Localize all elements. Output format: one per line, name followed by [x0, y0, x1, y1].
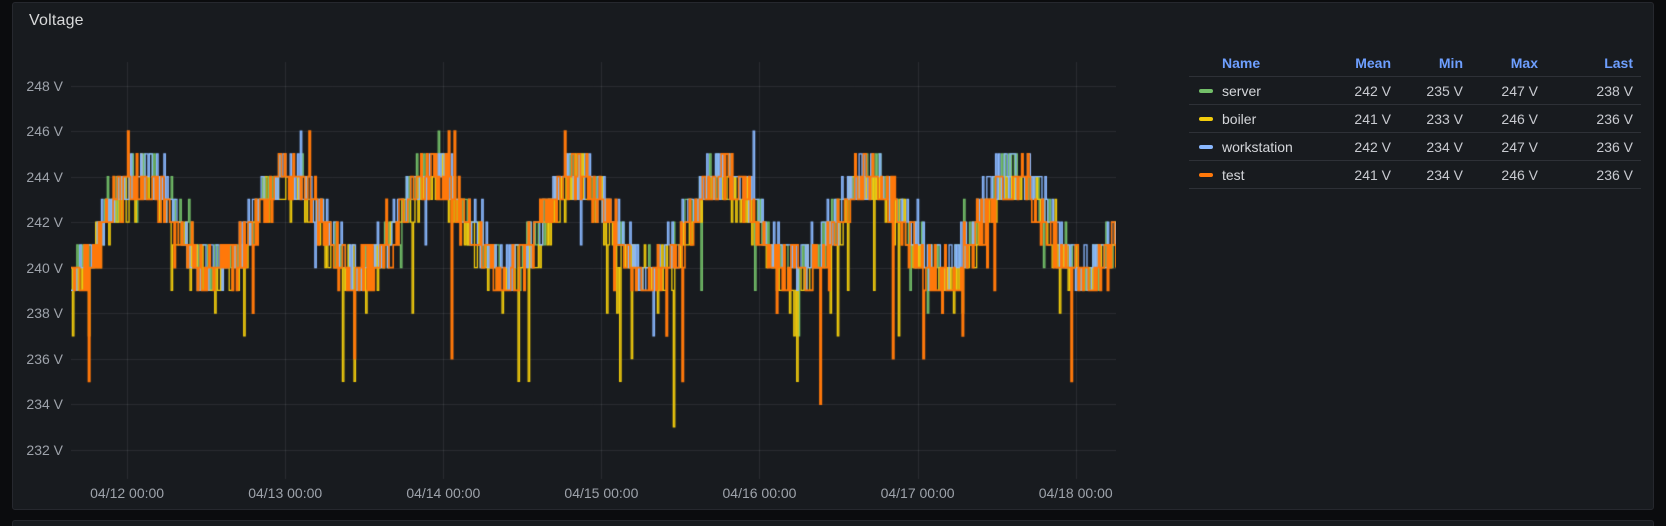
time-series-chart[interactable] [71, 56, 1116, 486]
voltage-panel: Voltage 248 V 246 V 244 V 242 V 240 V 238 V 23… [12, 2, 1654, 510]
legend-value-mean: 242 V [1354, 138, 1391, 155]
legend-row-server: server 242 V 235 V 247 V 238 V [1189, 77, 1641, 105]
legend-value-mean: 242 V [1354, 82, 1391, 99]
x-tick-label: 04/18 00:00 [1038, 485, 1113, 501]
y-tick-label: 248 V [26, 77, 63, 94]
y-tick-label: 238 V [26, 305, 63, 322]
legend-table: Name Mean Min Max Last server 242 V 235 V 247 V 2… [1189, 49, 1641, 189]
y-tick-label: 234 V [26, 396, 63, 413]
legend-value-last: 236 V [1596, 138, 1633, 155]
legend-value-min: 235 V [1426, 82, 1463, 99]
legend-row-workstation: workstation 242 V 234 V 247 V 236 V [1189, 133, 1641, 161]
x-tick-label: 04/13 00:00 [248, 485, 323, 501]
series-color-swatch-icon[interactable] [1199, 172, 1213, 177]
series-name-label[interactable]: server [1222, 82, 1261, 99]
legend-header-max[interactable]: Max [1510, 54, 1538, 71]
legend-value-mean: 241 V [1354, 110, 1391, 127]
series-color-swatch-icon[interactable] [1199, 116, 1213, 121]
legend-value-min: 233 V [1426, 110, 1463, 127]
legend-header-row: Name Mean Min Max Last [1189, 49, 1641, 77]
legend-row-test: test 241 V 234 V 246 V 236 V [1189, 161, 1641, 189]
x-tick-label: 04/12 00:00 [90, 485, 165, 501]
legend-value-mean: 241 V [1354, 166, 1391, 183]
y-tick-label: 236 V [26, 350, 63, 367]
legend-header-mean[interactable]: Mean [1355, 54, 1391, 71]
legend-header-min[interactable]: Min [1438, 54, 1463, 71]
series-name-label[interactable]: workstation [1222, 138, 1293, 155]
series-name-label[interactable]: test [1222, 166, 1245, 183]
legend-value-min: 234 V [1426, 138, 1463, 155]
legend-value-last: 236 V [1596, 110, 1633, 127]
legend-value-max: 247 V [1501, 138, 1538, 155]
legend-value-min: 234 V [1426, 166, 1463, 183]
legend-value-last: 238 V [1596, 82, 1633, 99]
legend-header-name[interactable]: Name [1222, 54, 1261, 71]
y-tick-label: 232 V [26, 441, 63, 458]
panel-title[interactable]: Voltage [29, 12, 84, 29]
series-name-label[interactable]: boiler [1222, 110, 1257, 127]
next-panel-edge [12, 520, 1654, 526]
legend-value-last: 236 V [1596, 166, 1633, 183]
y-tick-label: 244 V [26, 168, 63, 185]
legend-header-last[interactable]: Last [1604, 54, 1633, 71]
series-color-swatch-icon[interactable] [1199, 144, 1213, 149]
x-tick-label: 04/14 00:00 [406, 485, 481, 501]
y-tick-label: 242 V [26, 214, 63, 231]
y-tick-label: 246 V [26, 123, 63, 140]
series-color-swatch-icon[interactable] [1199, 88, 1213, 93]
legend-row-boiler: boiler 241 V 233 V 246 V 236 V [1189, 105, 1641, 133]
x-tick-label: 04/16 00:00 [722, 485, 797, 501]
x-tick-label: 04/17 00:00 [880, 485, 955, 501]
legend-value-max: 246 V [1501, 110, 1538, 127]
legend-value-max: 246 V [1501, 166, 1538, 183]
legend-value-max: 247 V [1501, 82, 1538, 99]
y-tick-label: 240 V [26, 259, 63, 276]
x-tick-label: 04/15 00:00 [564, 485, 639, 501]
